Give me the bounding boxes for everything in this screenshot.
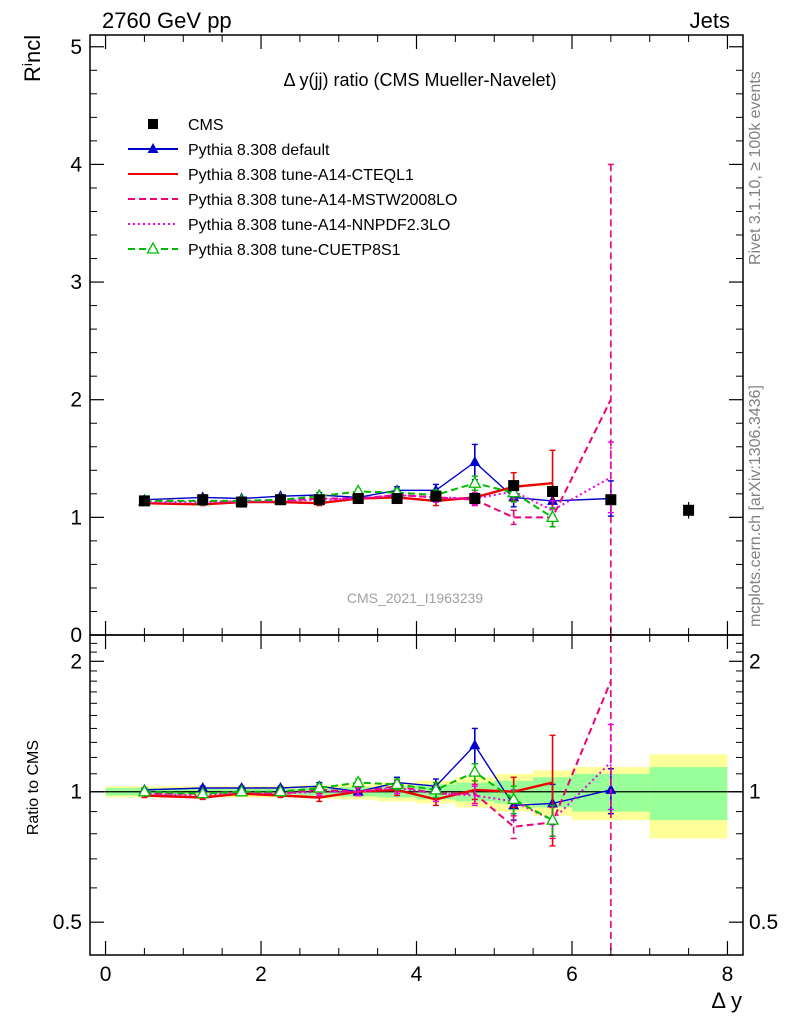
main-y-tick-label: 1 [70, 506, 82, 529]
process-label: Jets [690, 8, 730, 33]
ratio-s4-point [137, 784, 152, 797]
cms-point [352, 493, 364, 505]
ratio-s4-point [273, 784, 288, 797]
ratio-y-tick-label-right: 1 [749, 781, 761, 804]
cms-point [313, 494, 325, 506]
ratio-s4-series [137, 763, 560, 837]
main-y-axis-label: Rincl [19, 35, 45, 82]
ratio-y-tick-label: 2 [70, 650, 82, 673]
main-s4-point [545, 510, 560, 523]
legend-label-3: Pythia 8.308 tune-A14-NNPDF2.3LO [188, 217, 450, 234]
ratio-y-tick-label: 0.5 [53, 911, 82, 934]
ratio-s4-point [429, 782, 443, 795]
ratio-s4-point [312, 780, 326, 793]
ratio-y-tick-label-right: 0.5 [749, 911, 778, 934]
ratio-s0-point [605, 783, 617, 794]
ratio-panel: 0 2 4 6 8 0.5 0.5 1 1 2 2 Ratio to CMS Δ y [25, 35, 778, 1013]
cms-point [683, 504, 695, 516]
rivet-label: Rivet 3.1.10, ≥ 100k events [747, 71, 764, 265]
x-tick-label: 2 [255, 963, 267, 986]
cms-point [197, 494, 209, 506]
ratio-s4-point [196, 786, 210, 799]
main-s0-point [469, 456, 481, 467]
cms-point [469, 493, 481, 505]
ratio-y-axis-label: Ratio to CMS [25, 740, 42, 835]
cms-point [547, 485, 559, 497]
legend-label-0: Pythia 8.308 default [188, 142, 330, 159]
legend-cms-marker [148, 119, 158, 129]
cms-point [508, 480, 520, 492]
legend-marker-0 [147, 143, 159, 153]
cms-point [274, 494, 286, 506]
x-tick-label: 8 [722, 963, 734, 986]
legend-label-2: Pythia 8.308 tune-A14-MSTW2008LO [188, 192, 457, 209]
x-tick-label: 4 [411, 963, 423, 986]
ratio-s4-point [390, 777, 404, 790]
main-s2-series [141, 163, 614, 636]
legend-cms-label: CMS [188, 117, 224, 134]
main-panel: 0 1 2 3 4 5 Δ y(jj) ratio (CMS Mueller-Navele… [19, 34, 744, 647]
main-s4-point [468, 475, 482, 488]
main-s0-series [138, 443, 617, 517]
ratio-s4-point [351, 775, 365, 788]
x-axis-label: Δ y [711, 988, 742, 1013]
main-y-tick-label: 3 [70, 271, 82, 294]
main-s1-series [141, 449, 556, 517]
main-y-tick-label: 2 [70, 389, 82, 412]
main-s4-point [507, 485, 521, 498]
legend-label-1: Pythia 8.308 tune-A14-CTEQL1 [188, 167, 414, 184]
main-marks [137, 163, 695, 636]
main-title: Δ y(jj) ratio (CMS Mueller-Navelet) [283, 70, 556, 90]
main-y-tick-label: 4 [70, 153, 82, 176]
legend: CMS Pythia 8.308 default Pythia 8.308 tune… [128, 117, 457, 259]
energy-label: 2760 GeV pp [102, 8, 232, 33]
band-inner-12 [649, 767, 728, 821]
main-axes: 0 1 2 3 4 5 [70, 36, 743, 647]
ratio-s0-line [144, 744, 611, 807]
mcplots-label: mcplots.cern.ch [arXiv:1306.3436] [747, 385, 764, 627]
ratio-y-tick-label: 1 [70, 781, 82, 804]
ratio-marks [90, 634, 743, 956]
x-tick-label: 0 [100, 963, 112, 986]
ratio-s4-point [234, 784, 249, 797]
x-tick-label: 6 [566, 963, 578, 986]
ratio-axes: 0 2 4 6 8 0.5 0.5 1 1 2 2 [53, 35, 778, 986]
cms-point [430, 490, 442, 502]
ratio-s4-point [468, 764, 482, 777]
main-s0-line [144, 461, 611, 502]
cms-point [391, 493, 403, 505]
watermark: CMS_2021_I1963239 [347, 590, 483, 606]
ratio-s4-point [507, 792, 521, 805]
main-y-tick-label: 0 [70, 624, 82, 647]
legend-marker-4 [146, 241, 160, 254]
ratio-y-tick-label-right: 2 [749, 650, 761, 673]
legend-label-4: Pythia 8.308 tune-CUETP8S1 [188, 242, 401, 259]
ratio-s4-point [545, 812, 560, 825]
cms-point [138, 495, 150, 507]
cms-point [605, 494, 617, 506]
ratio-s0-point [469, 739, 481, 750]
main-y-tick-label: 5 [70, 36, 82, 59]
cms-point [236, 496, 248, 508]
main-s3-series [141, 441, 614, 521]
